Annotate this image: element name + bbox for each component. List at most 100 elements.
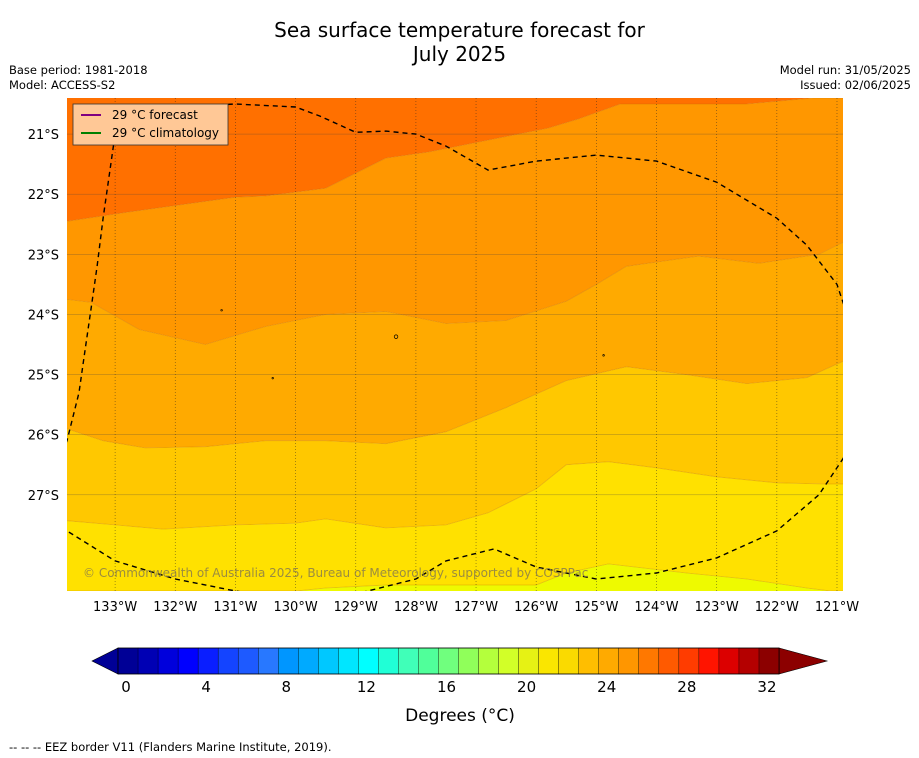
x-tick-label-1: 132°W	[153, 600, 197, 615]
x-tick-label-9: 124°W	[634, 600, 678, 615]
colorbar-cell-29	[698, 647, 720, 675]
colorbar-ticks: 0 4 8 12 16 20 24 28 32	[121, 678, 776, 696]
colorbar-cell-17	[458, 647, 480, 675]
colorbar-tick-label-4: 16	[437, 678, 456, 696]
y-tick-label-1: 22°S	[28, 188, 59, 203]
colorbar-tick-label-2: 8	[281, 678, 291, 696]
temperature-bands	[67, 98, 843, 591]
islands	[220, 309, 605, 380]
colorbar-cell-16	[438, 647, 460, 675]
contour-line-26	[67, 241, 843, 345]
colorbar-cell-7	[258, 647, 279, 675]
colorbar-cell-24	[598, 647, 620, 675]
colorbar-cell-27	[658, 647, 680, 675]
model-name: Model: ACCESS-S2	[9, 78, 116, 92]
colorbar-label: Degrees (°C)	[405, 706, 515, 726]
temperature-band-24-25	[67, 361, 843, 530]
base-period: Base period: 1981-2018	[9, 63, 148, 77]
x-tick-label-6: 127°W	[454, 600, 498, 615]
colorbar-tick-label-8: 32	[757, 678, 776, 696]
colorbar-cell-26	[638, 647, 660, 675]
title-line-1: Sea surface temperature forecast for	[274, 18, 645, 42]
y-tick-label-5: 26°S	[28, 429, 59, 444]
y-tick-label-2: 23°S	[28, 248, 59, 263]
colorbar-cell-9	[298, 647, 319, 675]
colorbar-cell-6	[237, 647, 259, 675]
x-tick-label-0: 133°W	[93, 600, 137, 615]
x-tick-label-4: 129°W	[334, 600, 378, 615]
colorbar-under-arrow	[91, 647, 119, 675]
colorbar-tick-label-0: 0	[121, 678, 131, 696]
colorbar-cell-4	[197, 647, 219, 675]
colorbar-cell-11	[338, 647, 359, 675]
temperature-band-26-27	[67, 98, 843, 345]
colorbar-tick-label-7: 28	[677, 678, 696, 696]
legend-forecast-label: 29 °C forecast	[112, 108, 198, 122]
colorbar-cell-12	[358, 647, 379, 675]
colorbar-cell-5	[217, 647, 239, 675]
colorbar-cell-10	[318, 647, 339, 675]
x-tick-label-2: 131°W	[213, 600, 257, 615]
colorbar-outline	[117, 647, 780, 675]
contour-line-25	[67, 360, 843, 449]
colorbar-cell-2	[157, 647, 179, 675]
colorbar-over-arrow	[778, 647, 829, 675]
contour-line-27	[67, 98, 843, 222]
map-plot: © Commonwealth of Australia 2025, Bureau…	[28, 98, 859, 615]
colorbar	[91, 647, 829, 675]
colorbar-cell-0	[117, 647, 139, 675]
x-tick-label-7: 126°W	[514, 600, 558, 615]
colorbar-cell-14	[398, 647, 419, 675]
footnote: -- -- -- EEZ border V11 (Flanders Marine…	[9, 740, 332, 754]
y-tick-label-3: 24°S	[28, 308, 59, 323]
legend-box	[72, 103, 229, 146]
colorbar-cell-13	[378, 647, 399, 675]
island-0	[393, 334, 399, 339]
y-axis-ticks: 21°S 22°S 23°S 24°S 25°S 26°S 27°S	[28, 128, 59, 504]
title-line-2: July 2025	[412, 42, 507, 66]
temperature-band-22-23	[67, 563, 843, 591]
model-run: Model run: 31/05/2025	[779, 63, 911, 77]
x-tick-label-11: 122°W	[755, 600, 799, 615]
issued-date: Issued: 02/06/2025	[800, 78, 911, 92]
island-3	[602, 354, 605, 357]
x-tick-label-12: 121°W	[815, 600, 859, 615]
colorbar-cell-23	[578, 647, 600, 675]
contour-line-24	[67, 461, 843, 530]
colorbar-cell-20	[518, 647, 540, 675]
colorbar-cell-1	[137, 647, 159, 675]
colorbar-cell-32	[758, 647, 780, 675]
colorbar-cell-18	[478, 647, 500, 675]
contour-line-23	[67, 563, 843, 591]
colorbar-cell-28	[678, 647, 700, 675]
x-tick-label-8: 125°W	[574, 600, 618, 615]
x-tick-label-3: 130°W	[274, 600, 318, 615]
colorbar-cell-31	[738, 647, 760, 675]
x-tick-label-10: 123°W	[695, 600, 739, 615]
colorbar-cell-21	[538, 647, 560, 675]
y-tick-label-6: 27°S	[28, 489, 59, 504]
x-tick-label-5: 128°W	[394, 600, 438, 615]
y-tick-label-0: 21°S	[28, 128, 59, 143]
meta-right: Model run: 31/05/2025 Issued: 02/06/2025	[780, 63, 911, 93]
eez-border-line	[67, 103, 843, 591]
colorbar-cell-15	[418, 647, 439, 675]
temperature-band-23-24	[67, 461, 843, 591]
chart-title: Sea surface temperature forecast for Jul…	[0, 18, 919, 66]
colorbar-cell-8	[278, 647, 299, 675]
colorbar-cell-3	[177, 647, 199, 675]
colorbar-cell-19	[498, 647, 520, 675]
y-tick-label-4: 25°S	[28, 369, 59, 384]
colorbar-tick-label-3: 12	[357, 678, 376, 696]
colorbar-cell-22	[558, 647, 580, 675]
colorbar-tick-label-6: 24	[597, 678, 616, 696]
colorbar-cell-30	[718, 647, 740, 675]
colorbar-tick-label-1: 4	[201, 678, 211, 696]
copyright-text: © Commonwealth of Australia 2025, Bureau…	[83, 566, 588, 580]
eez-border	[67, 103, 843, 591]
island-1	[220, 309, 223, 312]
temperature-band-27-28	[67, 98, 843, 222]
legend: 29 °C forecast 29 °C climatology	[72, 103, 229, 146]
x-axis-ticks: 133°W 132°W 131°W 130°W 129°W 128°W 127°W 126°W…	[93, 600, 859, 615]
